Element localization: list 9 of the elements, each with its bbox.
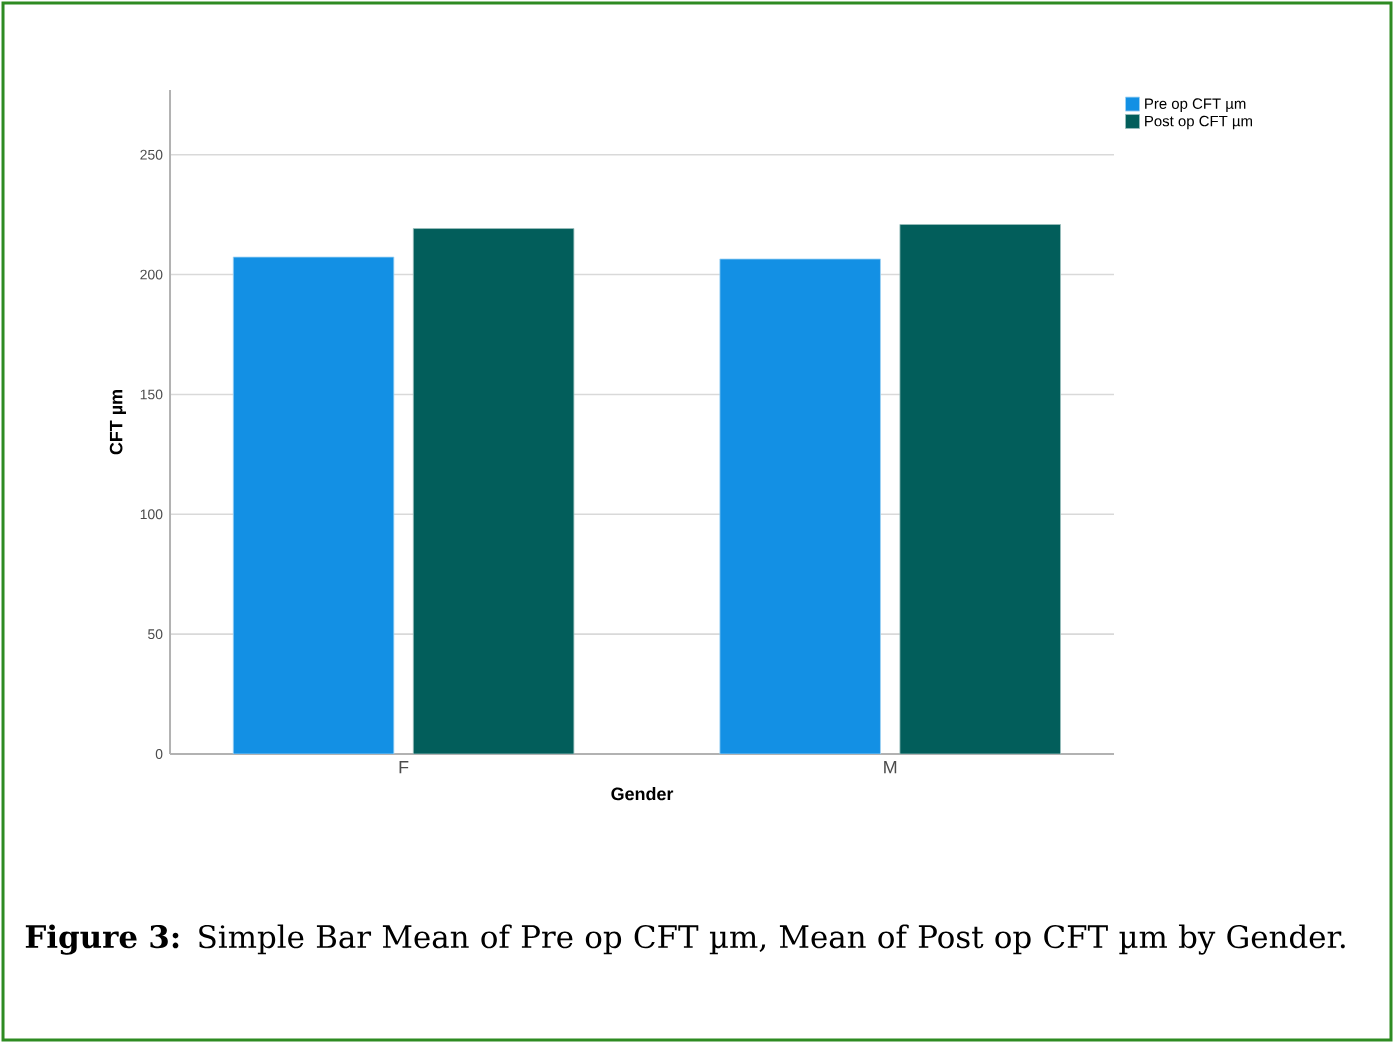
text: Figure 3: Simple Bar Mean of Pre op CFT µm, Mean of Post op CFT µm by Gender. [25,924,1345,955]
bar [412,228,575,754]
y-axis-title: CFT µm [109,390,127,455]
x-tick-label: F [399,761,409,774]
x-axis-title: Gender [611,787,674,801]
x-tick-label: M [884,761,897,774]
bar [899,224,1061,754]
bar [232,256,395,754]
bar [719,258,881,754]
